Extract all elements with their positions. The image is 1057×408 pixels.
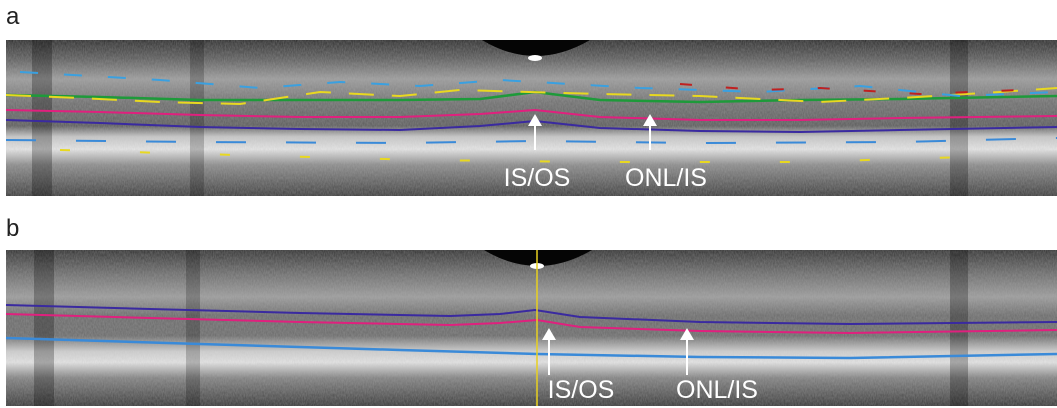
- oct-image: [5, 250, 1057, 406]
- annotation: ONL/IS: [625, 164, 707, 192]
- panel-label: a: [6, 3, 20, 30]
- annotation: IS/OS: [548, 376, 615, 404]
- annotation: ONL/IS: [676, 376, 758, 404]
- panel-label: b: [6, 215, 19, 242]
- oct-image: [5, 40, 1057, 196]
- annotation: IS/OS: [504, 164, 571, 192]
